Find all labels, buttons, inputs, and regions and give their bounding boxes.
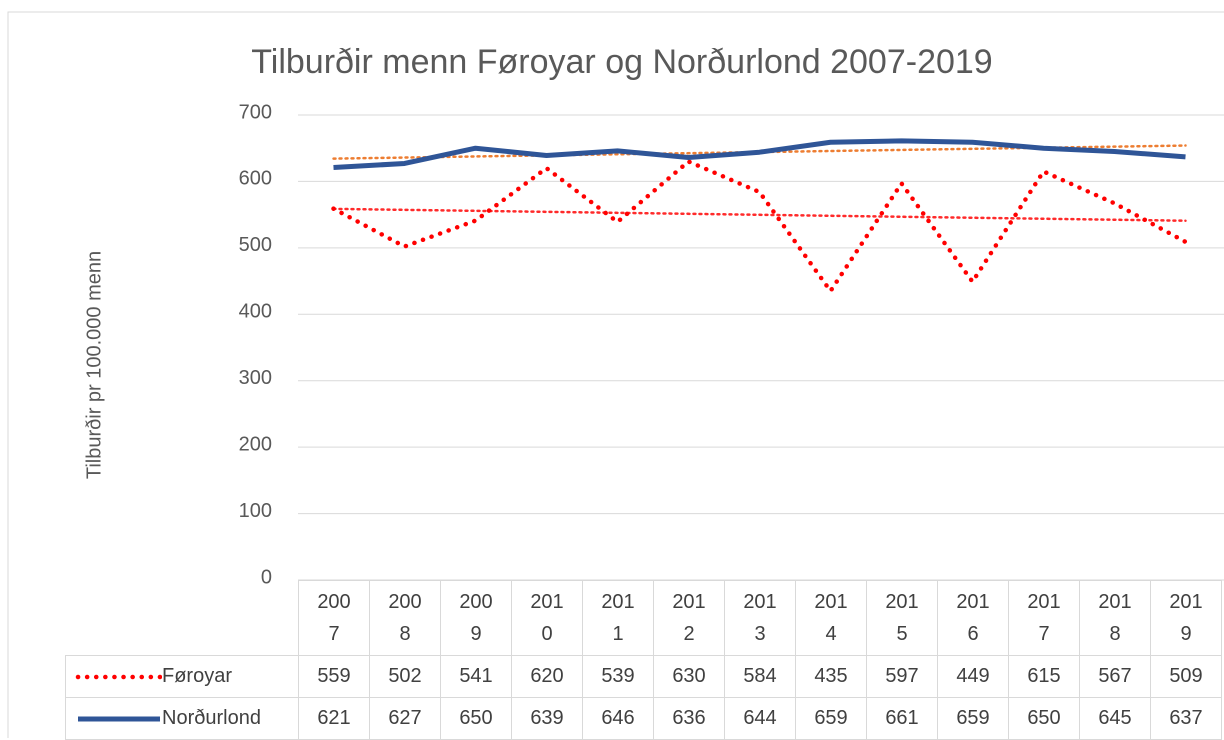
value-cell: 541 <box>440 655 512 698</box>
x-tick-label: 2018 <box>1098 591 1132 645</box>
value-cell: 659 <box>795 697 867 740</box>
value-cell: 620 <box>511 655 583 698</box>
y-tick-label: 500 <box>239 234 272 256</box>
legend-cell: Føroyar <box>65 655 299 698</box>
y-tick-label: 700 <box>239 101 272 123</box>
category-cell: 2015 <box>866 580 938 656</box>
category-cell: 2017 <box>1008 580 1080 656</box>
value-cell: 615 <box>1008 655 1080 698</box>
x-tick-label: 2013 <box>743 591 777 645</box>
x-tick-label: 2019 <box>1169 591 1203 645</box>
value-cell: 621 <box>298 697 370 740</box>
value-cell: 559 <box>298 655 370 698</box>
category-cell: 2009 <box>440 580 512 656</box>
y-tick-label: 600 <box>239 168 272 190</box>
value-cell: 645 <box>1079 697 1151 740</box>
legend-label: Norðurlond <box>162 707 261 729</box>
value-cell: 646 <box>582 697 654 740</box>
value-cell: 639 <box>511 697 583 740</box>
value-cell: 584 <box>724 655 796 698</box>
y-tick-label: 0 <box>261 566 272 588</box>
value-cell: 636 <box>653 697 725 740</box>
chart-border <box>7 11 1224 738</box>
category-cell: 2016 <box>937 580 1009 656</box>
value-cell: 597 <box>866 655 938 698</box>
value-cell: 449 <box>937 655 1009 698</box>
value-cell: 650 <box>440 697 512 740</box>
corner-cell <box>66 581 299 656</box>
value-cell: 650 <box>1008 697 1080 740</box>
category-cell: 2018 <box>1079 580 1151 656</box>
value-cell: 435 <box>795 655 867 698</box>
y-axis-label: Tilburðir pr 100.000 menn <box>83 251 105 479</box>
category-cell: 2014 <box>795 580 867 656</box>
value-cell: 659 <box>937 697 1009 740</box>
table-row: Norðurlond 621 627 650 639 646 636 644 659 661 659… <box>65 697 1222 740</box>
value-cell: 644 <box>724 697 796 740</box>
x-tick-label: 2011 <box>601 591 635 645</box>
category-cell: 2008 <box>369 580 441 656</box>
category-cell: 2011 <box>582 580 654 656</box>
x-tick-label: 2016 <box>956 591 990 645</box>
value-cell: 661 <box>866 697 938 740</box>
legend-label: Føroyar <box>162 665 232 687</box>
x-tick-label: 2014 <box>814 591 848 645</box>
category-cell: 2019 <box>1150 580 1222 656</box>
x-tick-label: 2010 <box>530 591 564 645</box>
legend-cell: Norðurlond <box>65 697 299 740</box>
value-cell: 567 <box>1079 655 1151 698</box>
category-cell: 2007 <box>298 580 370 656</box>
category-cell: 2013 <box>724 580 796 656</box>
x-tick-label: 2009 <box>459 591 493 645</box>
chart-title: Tilburðir menn Føroyar og Norðurlond 200… <box>251 43 992 81</box>
data-table: 2007 2008 2009 2010 2011 2012 2013 2014 2015 2016… <box>65 580 1222 740</box>
value-cell: 630 <box>653 655 725 698</box>
x-tick-label: 2017 <box>1027 591 1061 645</box>
table-header-row: 2007 2008 2009 2010 2011 2012 2013 2014 2015 2016… <box>66 580 1222 656</box>
table-row: Føroyar 559 502 541 620 539 630 584 435 597 449 615… <box>65 655 1222 698</box>
category-cell: 2012 <box>653 580 725 656</box>
series-line <box>333 138 1186 170</box>
y-tick-label: 300 <box>239 367 272 389</box>
value-cell: 539 <box>582 655 654 698</box>
category-cell: 2010 <box>511 580 583 656</box>
legend-key <box>78 716 160 722</box>
y-tick-label: 400 <box>239 301 272 323</box>
trendline <box>332 207 1187 222</box>
x-tick-label: 2007 <box>317 591 351 645</box>
x-tick-label: 2012 <box>672 591 706 645</box>
value-cell: 502 <box>369 655 441 698</box>
legend-key <box>75 674 163 679</box>
y-tick-label: 100 <box>239 500 272 522</box>
series-line <box>331 159 1188 294</box>
x-tick-label: 2008 <box>388 591 422 645</box>
x-tick-label: 2015 <box>885 591 919 645</box>
y-tick-label: 200 <box>239 433 272 455</box>
value-cell: 627 <box>369 697 441 740</box>
value-cell: 637 <box>1150 697 1222 740</box>
value-cell: 509 <box>1150 655 1222 698</box>
